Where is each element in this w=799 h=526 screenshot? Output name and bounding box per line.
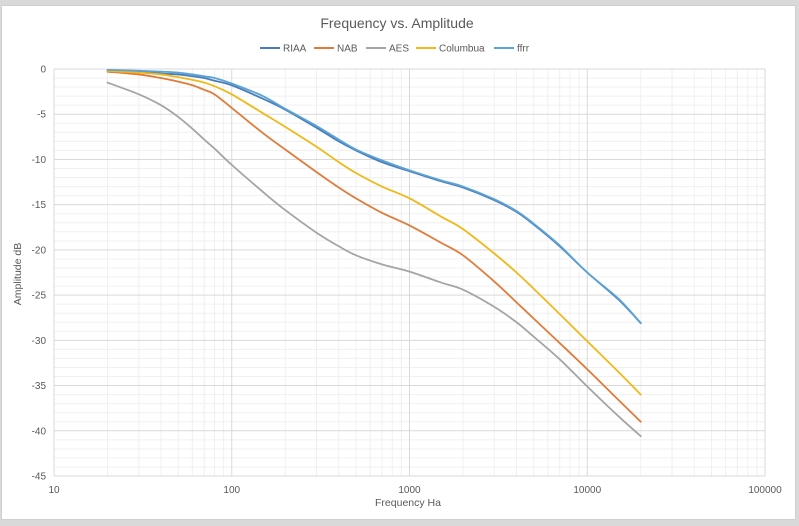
- legend-label: ffrr: [517, 44, 530, 55]
- series-line-aes: [106, 81, 642, 438]
- y-tick-label: -25: [32, 291, 47, 302]
- x-tick-label: 1000: [398, 485, 421, 496]
- y-tick-label: -30: [32, 336, 47, 347]
- legend-label: Columbua: [439, 44, 485, 55]
- y-axis-label: Amplitude dB: [12, 243, 24, 305]
- legend-label: NAB: [337, 44, 358, 55]
- x-tick-label: 10000: [573, 485, 601, 496]
- line-chart: Frequency vs. Amplitude Frequency Ha Amp…: [12, 15, 783, 509]
- x-tick-label: 10: [48, 485, 60, 496]
- legend-item-aes: AES: [366, 44, 409, 55]
- legend-item-columbua: Columbua: [416, 44, 485, 55]
- legend-item-riaa: RIAA: [260, 44, 307, 55]
- y-tick-label: -10: [32, 155, 47, 166]
- y-tick-label: -40: [32, 426, 47, 437]
- series-lines: [106, 69, 642, 438]
- legend: RIAA NAB AES Columbua ffrr: [260, 44, 530, 55]
- grid: [53, 68, 766, 477]
- x-axis-label: Frequency Ha: [375, 497, 441, 509]
- y-tick-label: -20: [32, 245, 47, 256]
- series-line-columbua: [106, 69, 642, 396]
- x-tick-label: 100: [223, 485, 240, 496]
- legend-item-ffrr: ffrr: [494, 44, 530, 55]
- y-tick-label: 0: [40, 65, 46, 76]
- chart-container: Frequency vs. Amplitude Frequency Ha Amp…: [1, 5, 796, 520]
- chart-title: Frequency vs. Amplitude: [320, 15, 474, 31]
- series-line-ffrr: [106, 69, 642, 325]
- y-tick-label: -5: [37, 110, 46, 121]
- legend-label: AES: [389, 44, 409, 55]
- y-tick-label: -35: [32, 381, 47, 392]
- legend-item-nab: NAB: [314, 44, 358, 55]
- legend-label: RIAA: [283, 44, 307, 55]
- series-line-riaa: [106, 69, 642, 325]
- x-tick-label: 100000: [748, 485, 782, 496]
- series-line-nab: [106, 70, 642, 423]
- axes: 10 100 1000 10000 100000 0 -5 -10 -15 -20 -25 -30 -3…: [32, 65, 783, 497]
- y-tick-label: -15: [32, 200, 47, 211]
- y-tick-label: -45: [32, 472, 47, 483]
